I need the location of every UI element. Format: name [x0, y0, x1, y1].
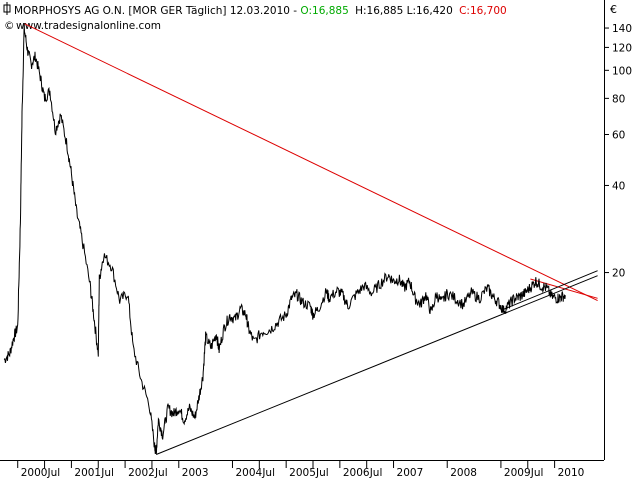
copyright-icon: ©	[4, 20, 15, 32]
y-tick-label-0: 140	[612, 23, 632, 35]
x-tick-label-14: 2008	[450, 467, 477, 479]
x-tick-label-16: Jul	[530, 467, 544, 479]
header-high-low: H:16,885 L:16,420	[355, 5, 453, 17]
x-tick-label-5: Jul	[154, 467, 168, 479]
x-axis-ticks: 2000 Jul 2001 Jul 2002 Jul 2003 2004 Jul 2005 Jul 2…	[17, 460, 585, 479]
header-close: C:16,700	[459, 5, 507, 17]
y-tick-label-3: 80	[612, 93, 625, 105]
x-tick-label-0: 2000	[21, 467, 48, 479]
trendline-red-0	[23, 23, 598, 302]
trendline-red-1	[530, 278, 598, 299]
y-tick-label-4: 60	[612, 130, 625, 142]
trendlines	[23, 23, 598, 455]
x-tick-label-8: Jul	[261, 467, 275, 479]
x-tick-label-17: 2010	[558, 467, 585, 479]
price-series-line-0	[3, 22, 566, 455]
header-open: O:16,885	[300, 5, 348, 17]
y-tick-label-1: 120	[612, 42, 632, 54]
header-text: MORPHOSYS AG O.N. [MOR GER Täglich] 12.0…	[14, 5, 507, 17]
x-tick-label-13: 2007	[397, 467, 424, 479]
currency-label: €	[610, 3, 617, 16]
x-tick-label-15: 2009	[504, 467, 531, 479]
x-tick-label-4: 2002	[128, 467, 155, 479]
x-tick-label-3: Jul	[100, 467, 114, 479]
x-tick-label-6: 2003	[182, 467, 209, 479]
y-tick-label-5: 40	[612, 180, 625, 192]
trendline-black-2	[156, 275, 598, 455]
y-tick-label-2: 100	[612, 65, 632, 77]
x-tick-label-9: 2005	[289, 467, 316, 479]
series-layer	[3, 22, 566, 455]
source-text: www.tradesignalonline.com	[16, 20, 161, 32]
x-tick-label-11: 2006	[343, 467, 370, 479]
x-tick-label-10: Jul	[315, 467, 329, 479]
x-tick-label-7: 2004	[235, 467, 262, 479]
chart-header: MORPHOSYS AG O.N. [MOR GER Täglich] 12.0…	[3, 2, 507, 32]
y-tick-label-6: 20	[612, 268, 625, 280]
header-title: MORPHOSYS AG O.N. [MOR GER Täglich] 12.0…	[14, 5, 297, 17]
x-tick-label-1: Jul	[47, 467, 61, 479]
y-axis-ticks: 140 120 100 80 60 40 20	[604, 23, 632, 280]
x-tick-label-12: Jul	[369, 467, 383, 479]
x-tick-label-2: 2001	[74, 467, 101, 479]
